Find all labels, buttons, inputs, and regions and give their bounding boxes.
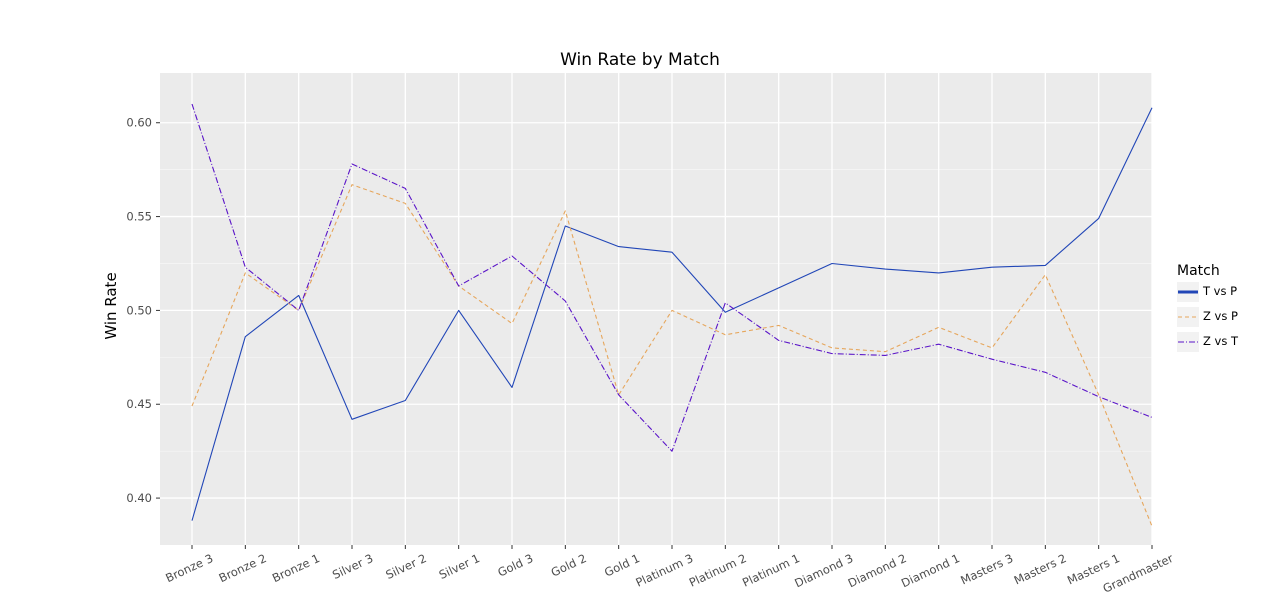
series-line-1 bbox=[191, 184, 1153, 527]
y-tick-label: 0.40 bbox=[126, 491, 152, 505]
legend: Match T vs P Z vs P Z vs T bbox=[1177, 263, 1239, 352]
y-axis-label: Win Rate bbox=[102, 272, 120, 339]
chart-title: Win Rate by Match bbox=[560, 50, 720, 70]
x-tick-label: Silver 2 bbox=[383, 551, 428, 582]
x-tick-label: Silver 1 bbox=[437, 551, 482, 582]
x-tick-label: Bronze 3 bbox=[163, 551, 215, 585]
plot-panel bbox=[160, 73, 1152, 545]
x-tick-label: Diamond 1 bbox=[899, 551, 962, 590]
grid-lines bbox=[160, 73, 1153, 545]
legend-label: Z vs T bbox=[1203, 334, 1239, 348]
x-tick-label: Platinum 2 bbox=[687, 551, 749, 590]
x-tick-label: Bronze 2 bbox=[217, 551, 269, 585]
y-tick-label: 0.45 bbox=[126, 397, 152, 411]
legend-label: T vs P bbox=[1202, 284, 1237, 298]
x-tick-label: Platinum 3 bbox=[633, 551, 695, 590]
legend-key-background bbox=[1177, 332, 1199, 352]
y-tick-label: 0.50 bbox=[126, 303, 152, 317]
x-tick-label: Masters 3 bbox=[958, 551, 1015, 587]
x-axis: Bronze 3 Bronze 2 Bronze 1 Silver 3 Silver 2… bbox=[163, 545, 1176, 596]
x-tick-label: Diamond 2 bbox=[846, 551, 909, 590]
x-tick-label: Gold 2 bbox=[549, 551, 589, 580]
series-layer bbox=[191, 103, 1153, 527]
legend-title: Match bbox=[1177, 263, 1220, 279]
y-tick-label: 0.60 bbox=[126, 116, 152, 130]
x-tick-label: Platinum 1 bbox=[740, 551, 802, 590]
series-line-2 bbox=[191, 103, 1153, 452]
x-tick-label: Masters 2 bbox=[1012, 551, 1069, 587]
series-line-0 bbox=[191, 107, 1153, 521]
y-tick-label: 0.55 bbox=[126, 210, 152, 224]
x-tick-label: Gold 3 bbox=[495, 551, 535, 580]
legend-label: Z vs P bbox=[1203, 309, 1238, 323]
y-axis: 0.40 0.45 0.50 0.55 0.60 bbox=[126, 116, 160, 505]
x-tick-label: Diamond 3 bbox=[792, 551, 855, 590]
x-tick-label: Bronze 1 bbox=[270, 551, 322, 585]
x-tick-label: Silver 3 bbox=[330, 551, 375, 582]
